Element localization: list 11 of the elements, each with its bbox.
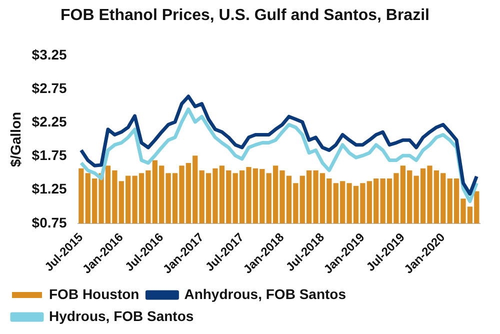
y-tick-label: $3.25	[32, 46, 68, 62]
y-tick-label: $1.75	[32, 147, 68, 164]
y-tick-label: $0.75	[32, 214, 68, 230]
chart-title: FOB Ethanol Prices, U.S. Gulf and Santos, Brazil	[60, 6, 430, 25]
legend-label: FOB Houston	[49, 286, 140, 302]
y-axis-title: $/Gallon	[7, 112, 24, 168]
y-tick-label: $2.25	[32, 113, 68, 130]
legend-label: Anhydrous, FOB Santos	[184, 286, 346, 302]
y-tick-label: $1.25	[32, 180, 68, 197]
legend-label: Hydrous, FOB Santos	[49, 308, 194, 324]
y-tick-label: $2.75	[32, 80, 68, 96]
